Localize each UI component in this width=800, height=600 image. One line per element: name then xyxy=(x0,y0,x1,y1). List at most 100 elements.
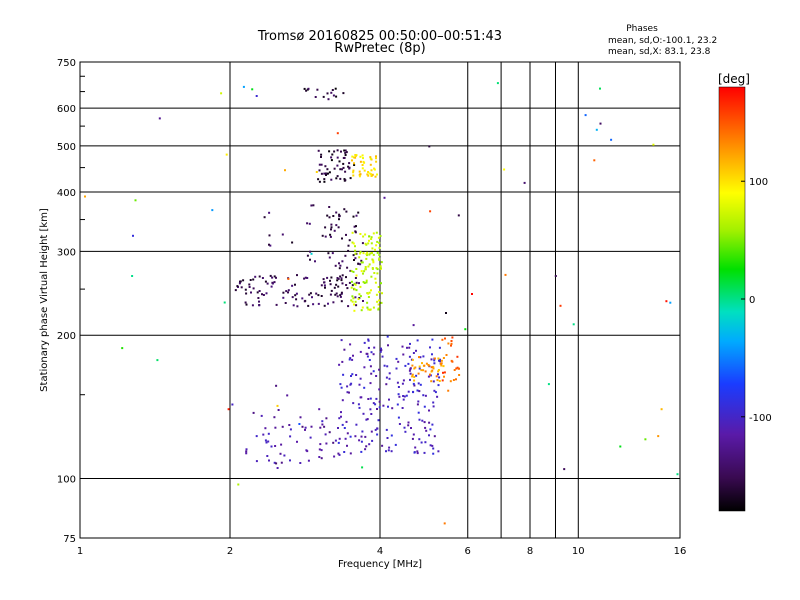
data-point xyxy=(401,382,404,385)
data-point xyxy=(368,239,370,242)
data-point xyxy=(357,298,360,300)
data-point xyxy=(326,168,329,171)
data-point xyxy=(255,460,258,463)
data-point xyxy=(330,156,333,159)
data-point xyxy=(333,286,336,289)
data-point xyxy=(397,386,400,388)
data-point xyxy=(341,360,344,363)
data-point xyxy=(295,292,298,295)
data-point xyxy=(374,277,377,280)
data-point xyxy=(296,440,298,443)
data-point xyxy=(306,254,309,257)
data-point xyxy=(352,171,355,174)
data-point xyxy=(377,308,380,311)
data-point xyxy=(376,433,379,436)
data-point xyxy=(429,428,432,431)
data-point xyxy=(252,278,255,281)
data-point xyxy=(329,283,332,286)
data-point xyxy=(344,151,347,154)
data-point xyxy=(269,244,272,247)
x-axis-ticks: 1 2 4 6 8 10 16 xyxy=(77,546,687,557)
data-point xyxy=(409,378,411,381)
data-point xyxy=(471,293,473,295)
data-point xyxy=(433,389,436,392)
y-tick-label: 400 xyxy=(57,188,76,199)
data-point xyxy=(374,403,377,406)
data-point xyxy=(320,153,323,156)
data-point xyxy=(275,276,277,279)
data-point xyxy=(377,286,380,288)
data-point xyxy=(381,292,383,295)
data-point xyxy=(281,233,284,236)
data-point xyxy=(284,302,287,304)
data-point xyxy=(344,437,347,440)
data-point xyxy=(333,455,336,458)
data-point xyxy=(336,149,339,152)
data-point xyxy=(432,452,435,455)
data-point xyxy=(343,348,346,351)
data-point xyxy=(417,382,420,385)
data-point xyxy=(367,308,370,311)
data-point xyxy=(245,292,248,295)
data-point xyxy=(341,399,344,402)
data-point xyxy=(358,175,361,178)
stats-title: Phases xyxy=(626,24,658,34)
data-point xyxy=(281,425,284,428)
data-point xyxy=(348,239,351,242)
data-point xyxy=(427,364,430,366)
data-point xyxy=(314,260,316,263)
data-point xyxy=(345,233,347,236)
data-point xyxy=(676,473,679,476)
data-point xyxy=(357,403,360,406)
data-point xyxy=(433,362,436,365)
data-point xyxy=(358,282,360,285)
data-point xyxy=(220,92,223,95)
data-point xyxy=(379,265,382,268)
data-point xyxy=(323,284,326,287)
data-point xyxy=(375,244,378,247)
data-point xyxy=(338,160,341,163)
data-point xyxy=(347,165,350,168)
data-point xyxy=(411,364,414,367)
data-point xyxy=(326,214,329,217)
data-point xyxy=(268,234,271,237)
data-point xyxy=(402,395,405,397)
data-point xyxy=(306,450,309,453)
x-tick-label: 4 xyxy=(377,546,383,557)
chart-title: Tromsø 20160825 00:50:00–00:51:43 xyxy=(257,29,502,44)
data-point xyxy=(332,301,335,304)
data-point xyxy=(335,292,338,295)
data-point xyxy=(311,296,313,299)
data-point xyxy=(355,423,358,426)
data-point xyxy=(338,363,341,366)
data-point xyxy=(339,383,342,386)
data-point xyxy=(350,299,353,302)
data-point xyxy=(360,259,363,262)
data-point xyxy=(380,282,382,285)
data-point xyxy=(464,328,467,331)
data-point xyxy=(365,253,368,256)
data-point xyxy=(156,359,159,362)
data-point xyxy=(414,366,417,369)
data-point xyxy=(370,169,373,172)
data-point xyxy=(353,156,356,159)
data-point xyxy=(413,384,416,387)
data-point xyxy=(358,256,361,259)
data-point xyxy=(347,305,350,308)
data-point xyxy=(262,294,265,296)
data-point xyxy=(351,231,354,234)
data-point xyxy=(412,390,415,393)
data-point xyxy=(599,122,602,125)
data-point xyxy=(289,428,292,431)
data-point xyxy=(340,339,343,342)
data-point xyxy=(428,421,431,424)
data-point xyxy=(370,289,372,292)
data-point xyxy=(385,383,388,386)
data-point xyxy=(352,297,355,300)
data-point xyxy=(354,277,357,279)
data-point xyxy=(347,249,350,252)
data-point xyxy=(429,210,432,213)
data-point xyxy=(374,281,377,284)
data-point xyxy=(411,375,414,378)
data-point xyxy=(416,450,419,453)
